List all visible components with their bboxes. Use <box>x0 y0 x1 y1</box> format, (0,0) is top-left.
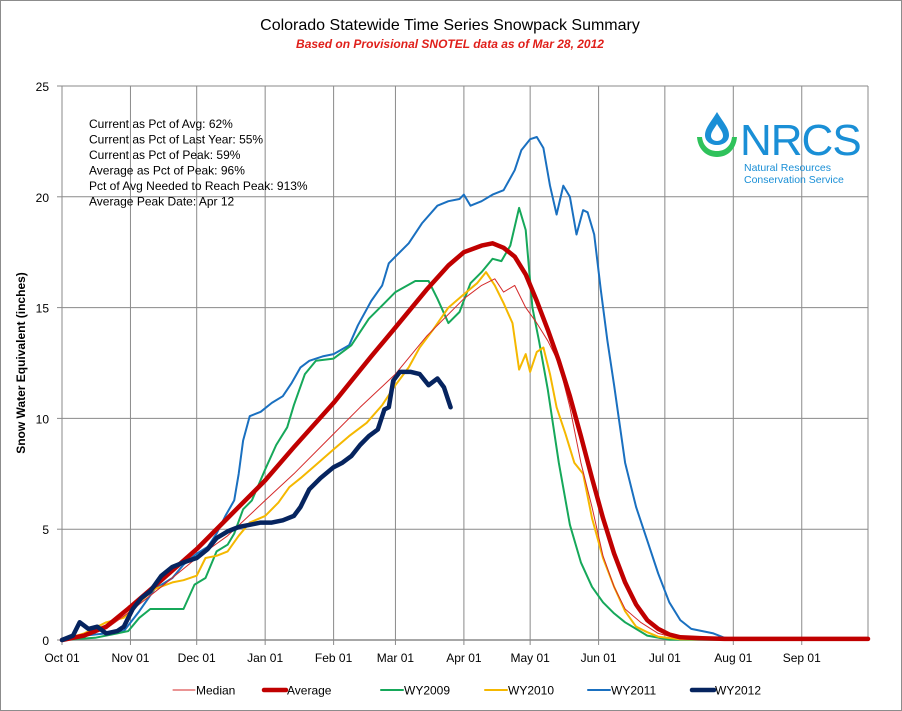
legend-label: WY2011 <box>611 684 656 698</box>
legend-label: Median <box>196 684 235 698</box>
chart-subtitle: Based on Provisional SNOTEL data as of M… <box>296 37 604 51</box>
series-line-median <box>61 278 869 641</box>
x-tick-label: May 01 <box>510 651 550 665</box>
y-tick-label: 15 <box>36 302 50 316</box>
x-tick-label: Feb 01 <box>315 651 353 665</box>
series-line-wy2009 <box>61 206 869 641</box>
y-axis-label: Snow Water Equivalent (inches) <box>14 272 28 454</box>
series-line-average <box>59 241 871 643</box>
x-tick-label: Sep 01 <box>783 651 821 665</box>
stat-line: Average Peak Date: Apr 12 <box>89 195 235 209</box>
x-tick-label: Nov 01 <box>111 651 149 665</box>
legend-label: WY2010 <box>508 684 554 698</box>
y-tick-label: 10 <box>36 412 50 426</box>
x-tick-label: Jun 01 <box>581 651 617 665</box>
legend-label: WY2012 <box>715 684 761 698</box>
y-tick-label: 25 <box>36 80 50 94</box>
legend-label: Average <box>287 684 332 698</box>
series-lines <box>59 136 871 643</box>
x-tick-label: Jul 01 <box>649 651 681 665</box>
series-line-wy2011 <box>61 136 869 641</box>
nrcs-logo: NRCS Natural Resources Conservation Serv… <box>697 112 862 186</box>
stat-line: Average as Pct of Peak: 96% <box>89 164 245 178</box>
x-tick-label: Dec 01 <box>178 651 216 665</box>
series-line-wy2010 <box>61 271 869 641</box>
chart-title: Colorado Statewide Time Series Snowpack … <box>260 17 640 34</box>
gridlines <box>62 85 869 640</box>
x-tick-label: Mar 01 <box>377 651 415 665</box>
stat-line: Current as Pct of Last Year: 55% <box>89 133 263 147</box>
x-tick-label: Jan 01 <box>247 651 283 665</box>
y-tick-label: 20 <box>36 191 50 205</box>
stat-line: Pct of Avg Needed to Reach Peak: 913% <box>89 179 308 193</box>
series-line-wy2012 <box>59 369 453 643</box>
logo-line-2: Conservation Service <box>744 174 844 186</box>
y-tick-label: 0 <box>42 634 49 648</box>
x-tick-label: Apr 01 <box>446 651 482 665</box>
stat-line: Current as Pct of Avg: 62% <box>89 117 233 131</box>
x-tick-label: Oct 01 <box>44 651 80 665</box>
x-tick-label: Aug 01 <box>714 651 752 665</box>
legend-label: WY2009 <box>404 684 450 698</box>
legend: Median Average WY2009 WY2010 WY2011 WY2012 <box>172 684 761 698</box>
water-drop-icon <box>697 112 737 157</box>
axes: Oct 01 Nov 01 Dec 01 Jan 01 Feb 01 Mar 01 Apr … <box>36 80 868 665</box>
logo-line-1: Natural Resources <box>744 162 831 174</box>
stats-annotations: Current as Pct of Avg: 62% Current as Pct… <box>89 117 308 209</box>
logo-wordmark: NRCS <box>740 116 861 165</box>
stat-line: Current as Pct of Peak: 59% <box>89 148 241 162</box>
y-tick-label: 5 <box>42 523 49 537</box>
